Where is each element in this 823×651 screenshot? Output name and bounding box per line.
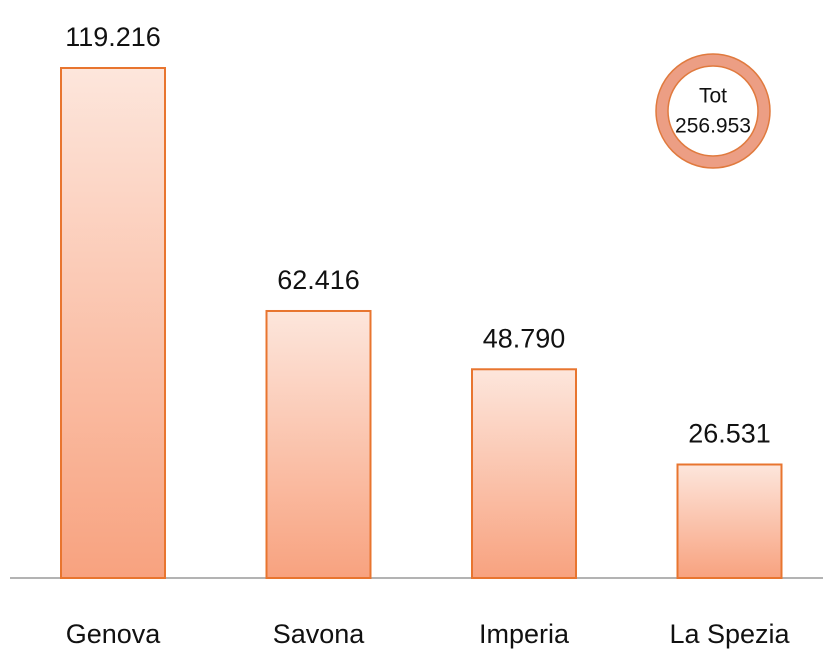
bar xyxy=(676,463,783,580)
value-label: 62.416 xyxy=(277,265,360,295)
bar xyxy=(265,309,372,579)
x-tick-label: La Spezia xyxy=(669,619,790,649)
value-label: 26.531 xyxy=(688,419,771,449)
total-ring-outline xyxy=(655,53,771,169)
value-label: 119.216 xyxy=(65,22,161,52)
x-tick-label: Genova xyxy=(66,619,162,649)
total-label: Tot xyxy=(699,85,727,108)
x-tick-label: Savona xyxy=(273,619,366,649)
total-ring-inner xyxy=(667,65,759,157)
total-value: 256.953 xyxy=(675,115,751,138)
value-label: 48.790 xyxy=(483,323,566,353)
bar xyxy=(471,368,577,580)
x-tick-label: Imperia xyxy=(479,619,570,649)
total-ring xyxy=(656,54,770,168)
bar xyxy=(60,67,166,579)
